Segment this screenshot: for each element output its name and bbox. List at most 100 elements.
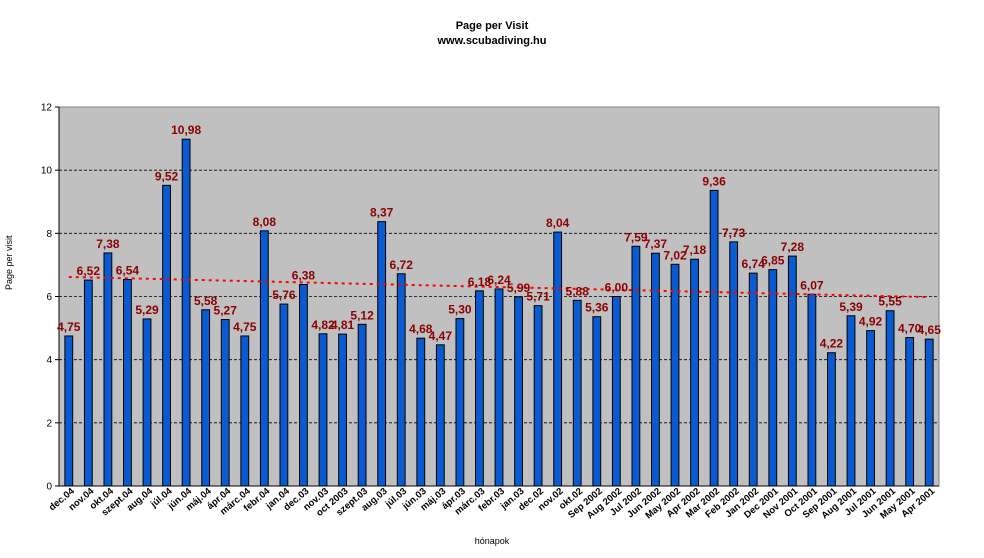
data-label: 5,39 xyxy=(839,300,863,314)
data-label: 9,52 xyxy=(155,169,179,183)
bar xyxy=(827,352,836,487)
data-label: 4,65 xyxy=(918,323,942,337)
bar xyxy=(533,305,543,487)
data-label: 5,29 xyxy=(135,303,159,317)
y-tick-label: 10 xyxy=(41,166,53,177)
bar xyxy=(592,316,602,487)
bar xyxy=(475,290,484,487)
bar xyxy=(709,189,719,487)
data-label: 8,08 xyxy=(253,215,277,229)
data-label: 6,07 xyxy=(800,278,824,292)
bar xyxy=(787,255,797,487)
data-label: 6,52 xyxy=(77,264,101,278)
data-label: 4,92 xyxy=(859,315,883,329)
bar xyxy=(162,184,171,487)
bar xyxy=(768,269,778,487)
bar xyxy=(299,283,308,487)
bar xyxy=(435,344,445,487)
bar xyxy=(83,279,93,487)
bar xyxy=(611,296,621,487)
data-label: 5,71 xyxy=(526,290,550,304)
y-tick-label: 2 xyxy=(46,418,52,429)
bar xyxy=(357,323,367,487)
data-label: 4,68 xyxy=(409,322,433,336)
bar xyxy=(416,337,426,487)
chart-subtitle: www.scubadiving.hu xyxy=(437,35,547,47)
data-label: 5,27 xyxy=(214,304,238,318)
data-label: 7,02 xyxy=(663,248,687,262)
bar xyxy=(572,299,582,487)
bar xyxy=(885,310,895,487)
y-tick-label: 4 xyxy=(46,355,52,366)
data-label: 6,24 xyxy=(487,273,511,287)
bar xyxy=(201,309,211,487)
y-tick-label: 6 xyxy=(46,292,52,303)
bar xyxy=(514,296,523,487)
bar xyxy=(748,272,758,487)
bar xyxy=(220,319,230,487)
bar xyxy=(396,273,406,487)
y-axis-title: Page per visit xyxy=(4,235,14,290)
x-axis-title: hónapok xyxy=(474,536,510,546)
data-label: 4,75 xyxy=(57,320,81,334)
data-label: 4,70 xyxy=(898,322,922,336)
bar xyxy=(670,263,680,487)
data-label: 6,72 xyxy=(390,258,414,272)
data-label: 6,74 xyxy=(742,257,766,271)
bar xyxy=(924,338,934,487)
bar xyxy=(631,245,641,487)
data-label: 10,98 xyxy=(171,123,201,137)
y-tick-label: 12 xyxy=(41,103,53,114)
data-label: 5,30 xyxy=(448,303,472,317)
bar xyxy=(318,333,328,487)
data-label: 4,81 xyxy=(331,318,355,332)
data-label: 8,37 xyxy=(370,206,394,220)
bar xyxy=(103,252,113,487)
data-label: 7,38 xyxy=(96,237,120,251)
bar xyxy=(64,335,74,487)
data-label: 7,28 xyxy=(781,240,805,254)
data-label: 7,18 xyxy=(683,243,707,257)
chart-title: Page per Visit xyxy=(455,20,529,32)
data-label: 5,76 xyxy=(272,288,296,302)
data-label: 7,37 xyxy=(644,237,668,251)
bar xyxy=(553,231,563,487)
bar xyxy=(181,138,191,487)
bar xyxy=(846,315,856,487)
data-label: 6,18 xyxy=(468,275,492,289)
bar xyxy=(377,221,387,487)
bar xyxy=(142,318,152,487)
data-label: 8,04 xyxy=(546,216,570,230)
bar xyxy=(690,258,699,487)
bar xyxy=(240,335,250,487)
y-tick-label: 0 xyxy=(46,482,52,493)
bar xyxy=(651,252,660,487)
bar xyxy=(807,293,817,487)
y-tick-label: 8 xyxy=(46,229,52,240)
bar xyxy=(259,230,269,487)
data-label: 6,00 xyxy=(605,281,629,295)
bar xyxy=(123,278,132,487)
data-label: 6,38 xyxy=(292,268,316,282)
data-label: 5,55 xyxy=(878,295,902,309)
bar xyxy=(494,288,504,487)
bar xyxy=(866,330,875,487)
bar xyxy=(729,241,739,487)
data-label: 4,22 xyxy=(820,337,844,351)
bar xyxy=(455,318,465,487)
data-label: 7,73 xyxy=(722,226,746,240)
data-label: 5,99 xyxy=(507,281,531,295)
data-label: 6,85 xyxy=(761,254,785,268)
data-label: 5,88 xyxy=(566,284,590,298)
bar xyxy=(905,337,915,487)
bar xyxy=(338,333,347,487)
data-label: 4,75 xyxy=(233,320,257,334)
bar xyxy=(279,303,289,487)
data-label: 5,12 xyxy=(350,308,374,322)
data-label: 5,36 xyxy=(585,301,609,315)
data-label: 5,58 xyxy=(194,294,218,308)
data-label: 9,36 xyxy=(702,174,726,188)
data-label: 4,82 xyxy=(311,318,335,332)
data-label: 7,59 xyxy=(624,230,648,244)
